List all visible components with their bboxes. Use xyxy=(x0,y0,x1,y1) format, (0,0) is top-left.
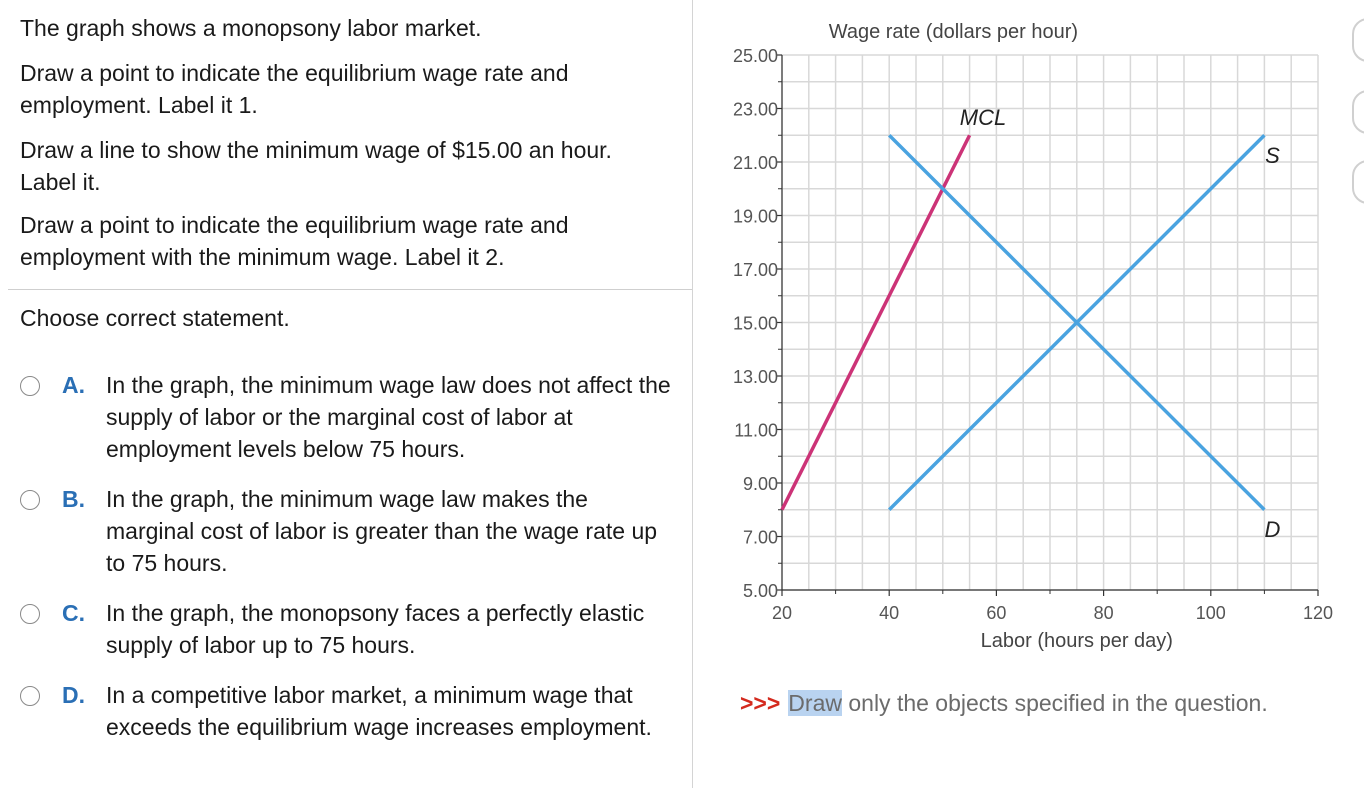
labels: 5.00 7.00 9.00 11.00 13.00 15.00 17.00 19.00 21.… xyxy=(733,21,1333,652)
x-tick-label: 100 xyxy=(1196,603,1226,623)
grid xyxy=(781,54,1319,591)
section-divider xyxy=(8,289,692,290)
series xyxy=(780,134,1266,511)
x-tick-label: 60 xyxy=(986,603,1006,623)
y-axis-title: Wage rate (dollars per hour) xyxy=(829,21,1078,43)
choice-letter: A. xyxy=(62,372,85,398)
curve-d xyxy=(887,134,1266,511)
panel-divider xyxy=(692,0,693,788)
y-tick-label: 25.00 xyxy=(733,46,778,66)
curve-mcl xyxy=(780,134,972,511)
instruction-text: only the objects specified in the questi… xyxy=(841,690,1268,716)
choice-letter: C. xyxy=(62,600,85,626)
choose-prompt: Choose correct statement. xyxy=(20,305,290,331)
x-tick-label: 20 xyxy=(772,603,792,623)
y-tick-label: 11.00 xyxy=(734,421,778,441)
task-equilibrium-point: Draw a point to indicate the equilibrium… xyxy=(20,60,569,118)
choice-c[interactable]: C. In the graph, the monopsony faces a p… xyxy=(20,597,680,665)
radio-button-c[interactable] xyxy=(20,604,40,624)
y-tick-label: 23.00 xyxy=(733,100,778,120)
y-tick-label: 15.00 xyxy=(733,314,778,334)
y-tick-label: 17.00 xyxy=(733,260,778,280)
question-panel: The graph shows a monopsony labor market… xyxy=(8,15,692,779)
choice-letter: B. xyxy=(62,486,85,512)
axes xyxy=(776,54,1319,596)
y-tick-label: 13.00 xyxy=(733,367,778,387)
x-tick-label: 80 xyxy=(1094,603,1114,623)
task-minimum-wage-point: Draw a point to indicate the equilibrium… xyxy=(20,212,569,270)
choice-d[interactable]: D. In a competitive labor market, a mini… xyxy=(20,679,680,779)
instruction-highlight: Draw xyxy=(788,690,842,716)
y-tick-label: 5.00 xyxy=(743,581,778,601)
instruction-arrows: >>> xyxy=(740,690,781,716)
choice-a[interactable]: A. In the graph, the minimum wage law do… xyxy=(20,369,680,469)
choice-text: In the graph, the minimum wage law does … xyxy=(106,372,671,462)
choice-text: In the graph, the monopsony faces a perf… xyxy=(106,600,645,658)
x-tick-label: 40 xyxy=(879,603,899,623)
curve-label-mcl: MCL xyxy=(960,105,1006,130)
draw-instruction: >>> Draw only the objects specified in th… xyxy=(740,686,1268,720)
radio-button-a[interactable] xyxy=(20,376,40,396)
choice-letter: D. xyxy=(62,682,85,708)
y-tick-label: 9.00 xyxy=(743,474,778,494)
radio-button-d[interactable] xyxy=(20,686,40,706)
task-minimum-wage-line: Draw a line to show the minimum wage of … xyxy=(20,137,612,195)
curve-label-d: D xyxy=(1264,517,1280,542)
curve-label-s: S xyxy=(1265,143,1280,168)
y-tick-label: 21.00 xyxy=(733,153,778,173)
radio-button-b[interactable] xyxy=(20,490,40,510)
choice-text: In the graph, the minimum wage law makes… xyxy=(106,486,658,576)
x-axis-title: Labor (hours per day) xyxy=(981,630,1173,652)
x-tick-label: 120 xyxy=(1303,603,1333,623)
question-intro: The graph shows a monopsony labor market… xyxy=(20,15,482,41)
y-tick-label: 19.00 xyxy=(733,207,778,227)
choice-text: In a competitive labor market, a minimum… xyxy=(106,682,652,740)
choice-b[interactable]: B. In the graph, the minimum wage law ma… xyxy=(20,483,680,583)
y-tick-label: 7.00 xyxy=(743,528,778,548)
